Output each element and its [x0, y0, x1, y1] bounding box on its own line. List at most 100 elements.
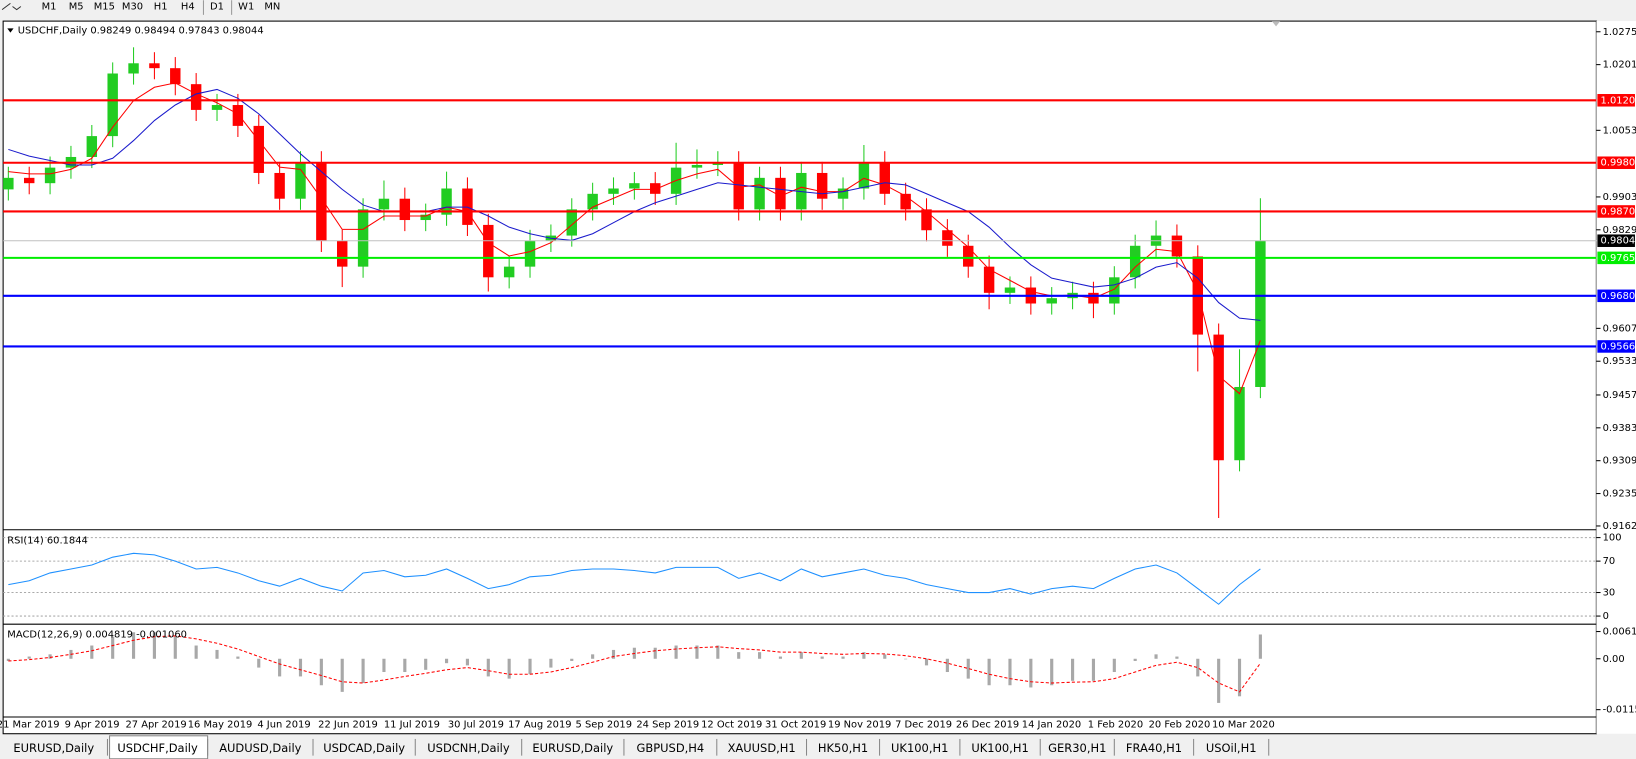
timeframe-button[interactable]: H1	[154, 1, 168, 12]
macd-bar	[1112, 658, 1116, 673]
tab-label[interactable]: USDCHF,Daily	[117, 741, 198, 755]
timeframe-button[interactable]: M1	[42, 1, 57, 12]
macd-bar	[653, 647, 657, 659]
candle-body	[483, 224, 494, 278]
macd-bar	[1091, 658, 1096, 681]
toolbar-icon[interactable]	[1, 2, 22, 11]
candle-body	[1255, 240, 1266, 387]
price-level-label: 1.01207	[1601, 95, 1636, 106]
timeframe-button[interactable]: H4	[181, 1, 195, 12]
tab-label[interactable]: AUDUSD,Daily	[219, 741, 301, 755]
candle-body	[1109, 277, 1120, 304]
price-axis	[1596, 21, 1636, 734]
x-tick-label: 1 Feb 2020	[1088, 719, 1143, 730]
y-tick-label: 100	[1603, 533, 1622, 544]
x-tick-label: 26 Dec 2019	[956, 719, 1019, 730]
macd-bar	[737, 652, 741, 659]
macd-bar	[131, 632, 136, 659]
macd-bar	[1008, 658, 1012, 686]
macd-bar	[549, 658, 553, 668]
y-tick-label: 0.006167	[1603, 627, 1636, 638]
candle-body	[921, 209, 932, 231]
macd-bar	[319, 658, 323, 686]
tab-label[interactable]: USDCNH,Daily	[427, 741, 510, 755]
y-tick-label: 0.99030	[1603, 192, 1636, 203]
chart-area	[2, 20, 1597, 735]
macd-bar	[90, 645, 94, 659]
candle-body	[816, 172, 828, 199]
candle-body	[1046, 298, 1057, 304]
y-tick-label: 1.00530	[1603, 125, 1636, 136]
price-level-label: 0.97658	[1601, 253, 1636, 264]
x-tick-label: 20 Feb 2020	[1149, 719, 1211, 730]
macd-bar	[716, 645, 720, 659]
candle-body	[837, 188, 849, 199]
macd-bar	[465, 658, 469, 666]
panel-title: RSI(14) 60.1844	[7, 536, 88, 547]
tab-label[interactable]: GBPUSD,H4	[636, 741, 704, 755]
macd-bar	[695, 645, 699, 659]
macd-bar	[945, 658, 949, 673]
timeframe-button[interactable]: MN	[264, 1, 280, 12]
candle-body	[316, 162, 327, 241]
macd-bar	[1154, 654, 1158, 659]
macd-bar	[507, 658, 511, 679]
timeframe-button[interactable]: M30	[122, 1, 143, 12]
timeframe-button[interactable]: M15	[94, 1, 115, 12]
timeframe-button[interactable]: D1	[210, 1, 224, 12]
price-level-box	[1597, 251, 1635, 265]
candle-body	[983, 266, 995, 293]
macd-bar	[403, 658, 407, 673]
timeframe-button[interactable]: M5	[69, 1, 84, 12]
x-tick-label: 16 May 2019	[188, 719, 253, 730]
candle-body	[775, 177, 786, 210]
macd-bar	[1175, 656, 1179, 659]
macd-bar	[904, 658, 908, 660]
y-tick-label: 0.92350	[1603, 489, 1636, 500]
y-tick-label: 30	[1603, 588, 1616, 599]
tab-label[interactable]: HK50,H1	[818, 741, 868, 755]
candle-body	[566, 209, 577, 236]
candle-body	[128, 63, 139, 74]
macd-bar	[1029, 658, 1033, 688]
candle-body	[963, 245, 974, 267]
macd-bar	[194, 645, 198, 659]
candle-body	[337, 240, 348, 267]
tab-label[interactable]: FRA40,H1	[1126, 741, 1182, 755]
candle-body	[503, 266, 515, 278]
macd-bar	[257, 658, 261, 668]
x-tick-label: 31 Oct 2019	[765, 719, 826, 730]
indicator-line	[8, 552, 1261, 605]
toolbar	[0, 0, 1636, 20]
tab-label[interactable]: EURUSD,Daily	[13, 741, 94, 755]
candle-body	[754, 177, 765, 210]
price-level-label: 0.95663	[1601, 341, 1636, 352]
tab-label[interactable]: USOil,H1	[1206, 741, 1257, 755]
timeframe-button[interactable]: W1	[238, 1, 254, 12]
tab-label[interactable]: USDCAD,Daily	[323, 741, 405, 755]
tab-label[interactable]: GER30,H1	[1048, 741, 1106, 755]
candle-body	[629, 183, 640, 189]
candle-body	[44, 167, 56, 184]
tab-label[interactable]: UK100,H1	[971, 741, 1028, 755]
x-tick-label: 14 Jan 2020	[1022, 719, 1081, 730]
tab-label[interactable]: UK100,H1	[891, 741, 948, 755]
candle-body	[879, 162, 890, 194]
candle-body	[858, 162, 870, 189]
candle-body	[942, 230, 953, 246]
macd-bar	[424, 658, 428, 670]
macd-bar	[382, 658, 386, 673]
tab-label[interactable]: XAUUSD,H1	[728, 741, 796, 755]
macd-bar	[215, 649, 219, 659]
macd-bar	[528, 658, 532, 675]
candle-body	[3, 177, 14, 190]
macd-bar	[862, 652, 866, 659]
y-tick-label: 0.93830	[1603, 423, 1636, 434]
tab-label[interactable]: EURUSD,Daily	[532, 741, 613, 755]
x-tick-label: 11 Jul 2019	[384, 719, 440, 730]
x-tick-label: 10 Mar 2020	[1212, 719, 1275, 730]
candle-body	[650, 183, 661, 194]
candle-body	[357, 209, 369, 267]
macd-bar	[820, 656, 824, 659]
